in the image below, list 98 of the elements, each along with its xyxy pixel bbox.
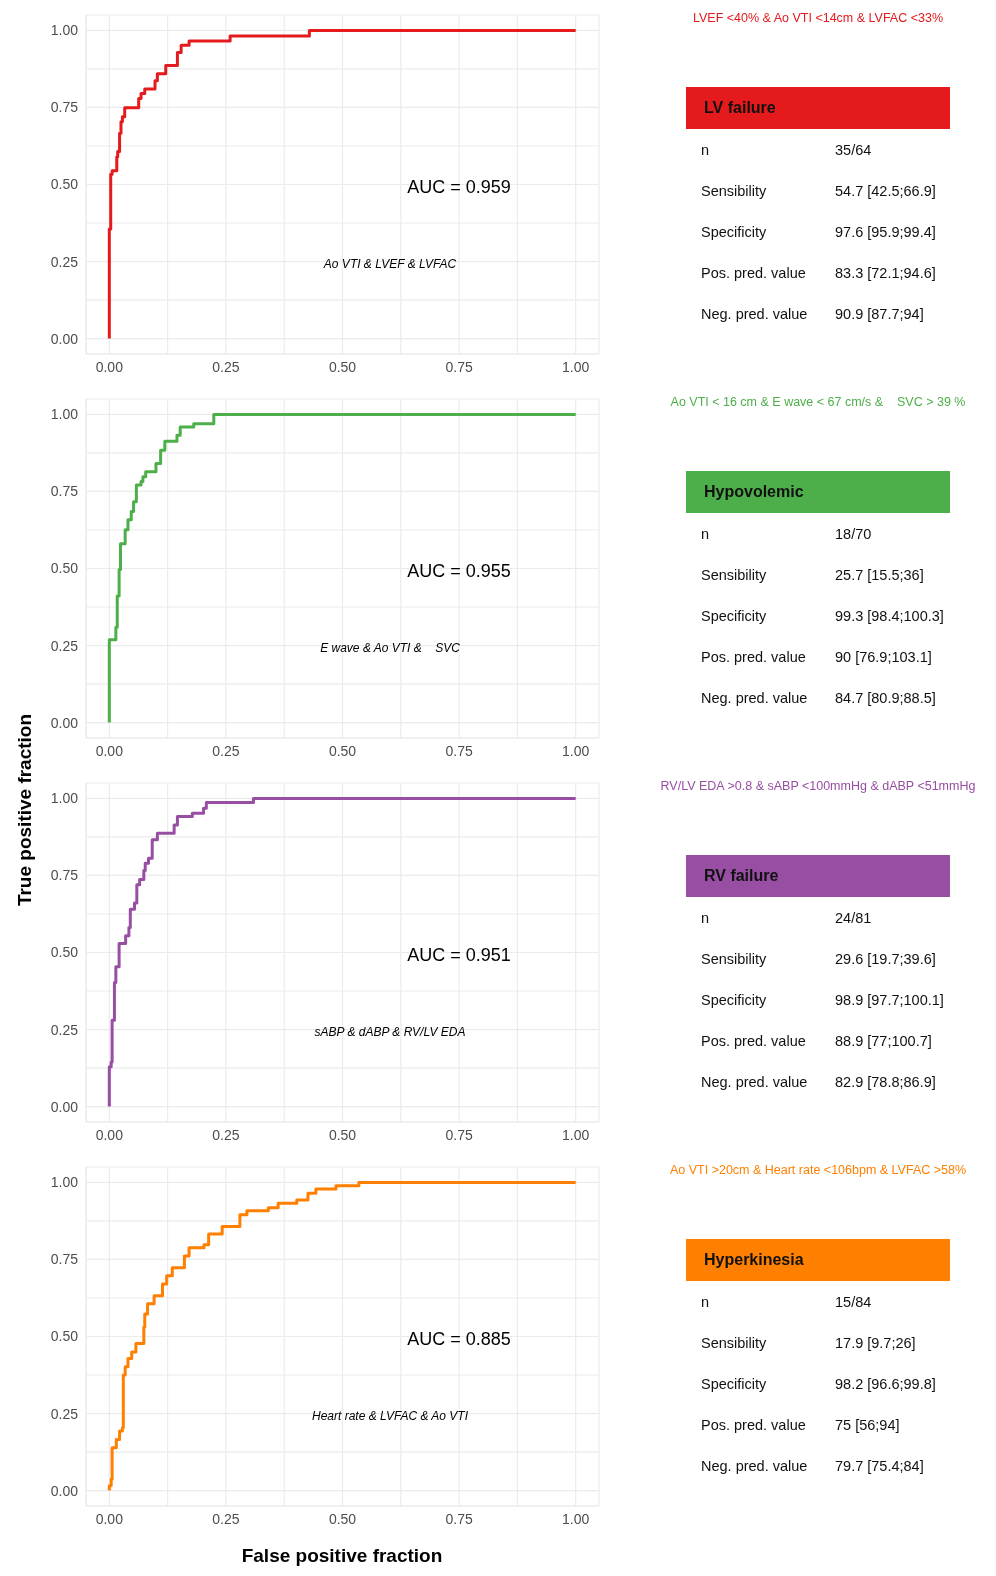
y-tick-label: 0.25	[50, 637, 79, 654]
text: 99.3 [98.4;100.3]	[835, 608, 944, 624]
y-tick-label: 0.50	[50, 1328, 79, 1345]
x-tick-label: 1.00	[562, 742, 590, 759]
text: Pos. pred. value	[701, 1033, 806, 1049]
y-tick-label: 1.00	[50, 406, 79, 423]
x-tick-label: 0.75	[445, 742, 473, 759]
text: 88.9 [77;100.7]	[835, 1033, 932, 1049]
text: 84.7 [80.9;88.5]	[835, 690, 936, 706]
x-tick-label: 0.50	[328, 1510, 357, 1527]
text: 29.6 [19.7;39.6]	[835, 951, 936, 967]
text: 79.7 [75.4;84]	[835, 1458, 924, 1474]
y-tick-label: 0.00	[50, 714, 79, 731]
text: n	[701, 526, 710, 542]
x-tick-label: 1.00	[562, 1510, 590, 1527]
x-tick-label: 0.50	[328, 742, 357, 759]
text: 83.3 [72.1;94.6]	[835, 265, 936, 281]
text: Ao VTI >20cm & Heart rate <106bpm & LVFAC >58%	[669, 1163, 967, 1177]
x-tick-label: 0.25	[212, 358, 240, 375]
text: Sensibility	[701, 951, 767, 967]
y-tick-label: 0.50	[50, 560, 79, 577]
text: Hypovolemic	[686, 471, 950, 513]
y-tick-label: 0.75	[50, 483, 79, 500]
text: 98.2 [96.6;99.8]	[835, 1376, 936, 1392]
text: Pos. pred. value	[701, 1417, 806, 1433]
text: Specificity	[701, 1376, 767, 1392]
x-tick-label: 1.00	[562, 1126, 590, 1143]
x-tick-label: 0.75	[445, 1126, 473, 1143]
text: RV/LV EDA >0.8 & sABP <100mmHg & dABP <51mmHg	[660, 779, 976, 793]
text: n	[701, 1294, 710, 1310]
annotation: AUC = 0.959	[407, 176, 511, 198]
text: 98.9 [97.7;100.1]	[835, 992, 944, 1008]
text: 35/64	[835, 142, 872, 158]
text: RV failure	[686, 855, 950, 897]
text: Neg. pred. value	[701, 1458, 808, 1474]
text: Neg. pred. value	[701, 306, 808, 322]
text: Neg. pred. value	[701, 690, 808, 706]
y-tick-label: 0.75	[50, 99, 79, 116]
x-axis-title: False positive fraction	[241, 1545, 443, 1567]
x-tick-label: 0.00	[95, 1510, 124, 1527]
text: LV failure	[686, 87, 950, 129]
text: 54.7 [42.5;66.9]	[835, 183, 936, 199]
y-tick-label: 0.50	[50, 176, 79, 193]
annotation: sABP & dABP & RV/LV EDA	[314, 1025, 466, 1039]
text: Sensibility	[701, 567, 767, 583]
y-axis-title: True positive fraction	[14, 713, 36, 907]
y-tick-label: 0.50	[50, 944, 79, 961]
annotation: AUC = 0.885	[407, 1328, 511, 1350]
x-tick-label: 0.00	[95, 358, 124, 375]
text: Ao VTI < 16 cm & E wave < 67 cm/s & SVC > 39 %	[670, 395, 966, 409]
text: LVEF <40% & Ao VTI <14cm & LVFAC <33%	[692, 11, 944, 25]
y-tick-label: 0.75	[50, 1251, 79, 1268]
text: Sensibility	[701, 183, 767, 199]
y-tick-label: 0.00	[50, 1098, 79, 1115]
y-tick-label: 0.25	[50, 253, 79, 270]
annotation: AUC = 0.951	[407, 944, 511, 966]
annotation: Heart rate & LVFAC & Ao VTI	[311, 1409, 469, 1423]
text: 24/81	[835, 910, 872, 926]
x-tick-label: 0.25	[212, 1510, 240, 1527]
y-tick-label: 0.00	[50, 1482, 79, 1499]
text: n	[701, 142, 710, 158]
x-tick-label: 0.00	[95, 742, 124, 759]
text: Sensibility	[701, 1335, 767, 1351]
x-tick-label: 0.50	[328, 1126, 357, 1143]
x-tick-label: 0.75	[445, 1510, 473, 1527]
x-tick-label: 0.25	[212, 742, 240, 759]
text: Specificity	[701, 224, 767, 240]
text: Hyperkinesia	[686, 1239, 950, 1281]
text: 90.9 [87.7;94]	[835, 306, 924, 322]
annotation: E wave & Ao VTI & SVC	[320, 641, 460, 655]
x-tick-label: 0.00	[95, 1126, 124, 1143]
y-tick-label: 0.25	[50, 1021, 79, 1038]
text: 17.9 [9.7;26]	[835, 1335, 916, 1351]
y-tick-label: 0.75	[50, 867, 79, 884]
text: 15/84	[835, 1294, 872, 1310]
text: Neg. pred. value	[701, 1074, 808, 1090]
x-tick-label: 0.50	[328, 358, 357, 375]
x-tick-label: 0.75	[445, 358, 473, 375]
y-tick-label: 1.00	[50, 1174, 79, 1191]
text: Pos. pred. value	[701, 265, 806, 281]
y-tick-label: 0.00	[50, 330, 79, 347]
text: 90 [76.9;103.1]	[835, 649, 932, 665]
y-tick-label: 0.25	[50, 1405, 79, 1422]
x-tick-label: 1.00	[562, 358, 590, 375]
annotation: Ao VTI & LVEF & LVFAC	[323, 257, 457, 271]
y-tick-label: 1.00	[50, 790, 79, 807]
text: 75 [56;94]	[835, 1417, 900, 1433]
text: Pos. pred. value	[701, 649, 806, 665]
x-tick-label: 0.25	[212, 1126, 240, 1143]
text: Specificity	[701, 608, 767, 624]
text: n	[701, 910, 710, 926]
text: 97.6 [95.9;99.4]	[835, 224, 936, 240]
text: 82.9 [78.8;86.9]	[835, 1074, 936, 1090]
annotation: AUC = 0.955	[407, 560, 511, 582]
text: 18/70	[835, 526, 872, 542]
text: Specificity	[701, 992, 767, 1008]
text: 25.7 [15.5;36]	[835, 567, 924, 583]
y-tick-label: 1.00	[50, 22, 79, 39]
